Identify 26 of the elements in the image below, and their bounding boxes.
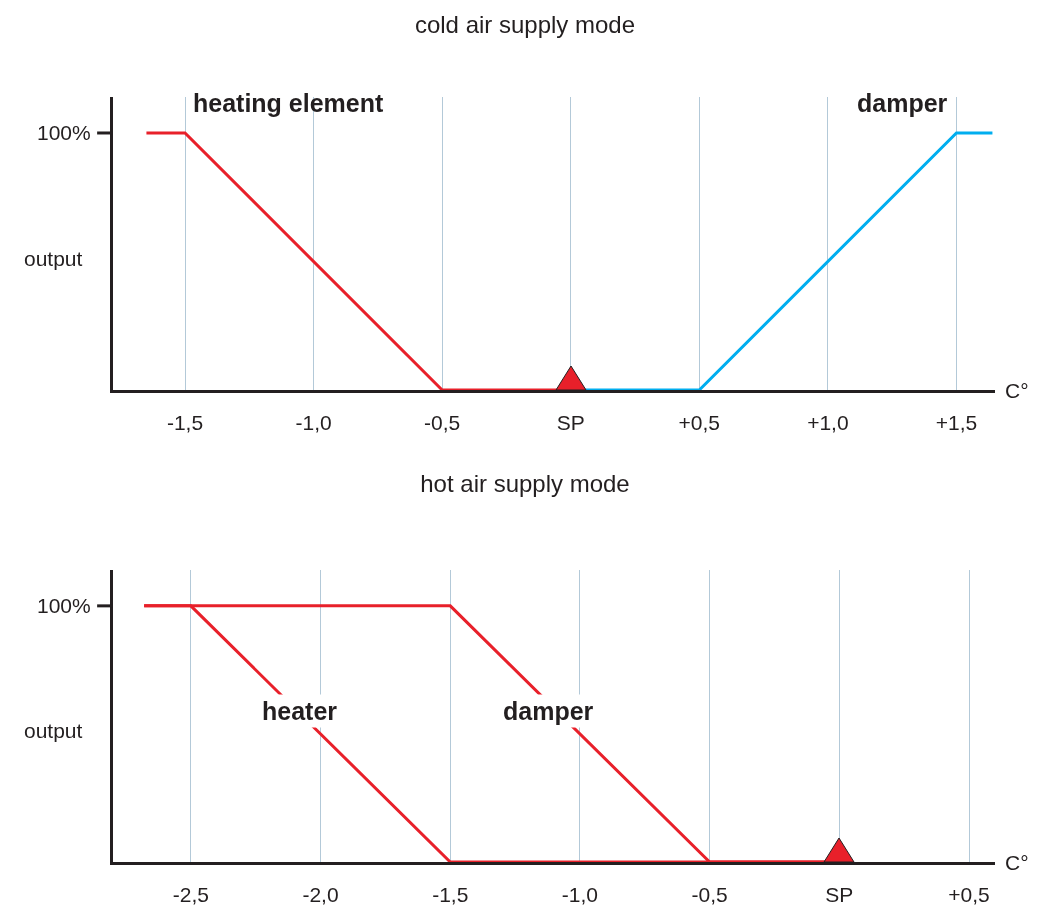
series-label: heating element	[193, 89, 384, 117]
text: 100%	[37, 594, 91, 617]
text: 100%	[37, 121, 91, 144]
x-axis-title: C°	[1005, 851, 1029, 874]
series-label: damper	[857, 89, 948, 117]
chart-title: hot air supply mode	[420, 470, 630, 498]
annotation: heater	[262, 697, 338, 725]
x-tick-label: -0,5	[424, 411, 461, 435]
x-tick-label: SP	[825, 883, 854, 907]
x-tick-label: -1,0	[561, 883, 599, 907]
x-tick-label: -2,5	[172, 883, 209, 907]
x-tick-label: -1,5	[166, 411, 204, 435]
chart-title: cold air supply mode	[414, 11, 636, 39]
x-axis-title: C°	[1005, 379, 1029, 402]
x-tick-label: +0,5	[948, 883, 990, 907]
annotation: damper	[503, 697, 594, 725]
x-tick-label: -2,0	[302, 883, 339, 907]
x-tick-label: -1,0	[295, 411, 332, 435]
x-tick-label: +1,0	[807, 411, 849, 435]
x-tick-label: +1,5	[935, 411, 978, 435]
x-tick-label: SP	[556, 411, 585, 435]
x-tick-label: -0,5	[691, 883, 728, 907]
y-axis-title: output	[24, 247, 83, 270]
y-axis-title: output	[24, 719, 83, 742]
x-tick-label: +0,5	[678, 411, 721, 435]
x-tick-label: -1,5	[432, 883, 469, 907]
